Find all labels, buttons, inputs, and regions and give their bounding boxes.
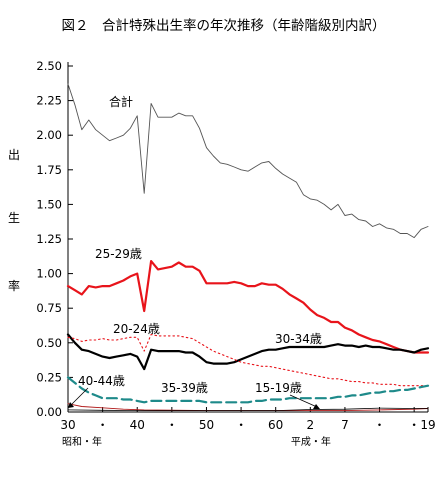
x-tick-label: 40	[130, 418, 145, 432]
y-tick-label: 1.25	[36, 232, 62, 246]
y-label-char: 率	[8, 278, 20, 293]
annotations: 合計 25-29歳 20-24歳 30-34歳 40-44歳 35-39歳 15-19歳	[68, 94, 322, 409]
y-label-char: 生	[8, 211, 20, 225]
x-tick-label: 2	[306, 418, 314, 432]
y-tick-label: 0.25	[36, 370, 62, 384]
y-label-char: 出	[8, 148, 20, 162]
annotation-label: 20-24歳	[113, 322, 160, 336]
axes	[67, 62, 428, 413]
arrow-40-44	[69, 387, 89, 407]
series-line-3	[67, 333, 429, 387]
series-line-4	[66, 376, 430, 404]
x-tick-label: ・	[166, 418, 178, 432]
x-tick-label: ・	[374, 418, 386, 432]
y-tick-label: 1.50	[36, 197, 62, 211]
x-tick-label: 7	[341, 418, 349, 432]
arrow-head-15-19	[313, 404, 320, 409]
y-tick-label: 2.50	[36, 59, 62, 73]
series-line-0	[67, 83, 429, 239]
chart-title: 図２ 合計特殊出生率の年次推移（年齢階級別内訳）	[61, 18, 386, 34]
x-tick-label: ・	[408, 418, 420, 432]
series-line-1	[66, 260, 430, 354]
y-axis-label: 出生率	[8, 148, 20, 293]
x-tick-label: 60	[268, 418, 283, 432]
annotation-label: 30-34歳	[275, 332, 322, 346]
y-tick-label: 2.00	[36, 128, 62, 142]
annotation-label: 15-19歳	[255, 381, 302, 395]
y-tick-label: 0.00	[36, 405, 62, 419]
arrow-head-40-44	[68, 402, 74, 408]
x-tick-label: ・	[235, 418, 247, 432]
showa-era-label: 昭和・年	[62, 435, 102, 448]
y-tick-label: 2.25	[36, 94, 62, 108]
series-line-2	[66, 333, 430, 371]
x-tick-label: 50	[199, 418, 214, 432]
series-line-5	[67, 403, 429, 412]
series-lines	[66, 83, 430, 412]
annotation-label: 35-39歳	[161, 381, 208, 395]
x-tick-label: ・	[97, 418, 109, 432]
heisei-era-label: 平成・年	[291, 435, 331, 448]
y-tick-label: 0.50	[36, 336, 62, 350]
y-tick-label: 1.00	[36, 267, 62, 281]
y-tick-label: 0.75	[36, 301, 62, 315]
annotation-label: 合計	[109, 94, 133, 109]
x-tick-label: 19	[420, 418, 435, 432]
arrow-15-19	[289, 394, 318, 408]
y-ticks: 0.00 0.25 0.50 0.75 1.00 1.25 1.50 1.75 2.00 2.25…	[36, 59, 73, 419]
annotation-label: 40-44歳	[78, 374, 125, 388]
y-tick-label: 1.75	[36, 163, 62, 177]
series-line-6	[67, 407, 429, 412]
annotation-label: 25-29歳	[95, 247, 142, 261]
x-tick-label: 30	[60, 418, 75, 432]
